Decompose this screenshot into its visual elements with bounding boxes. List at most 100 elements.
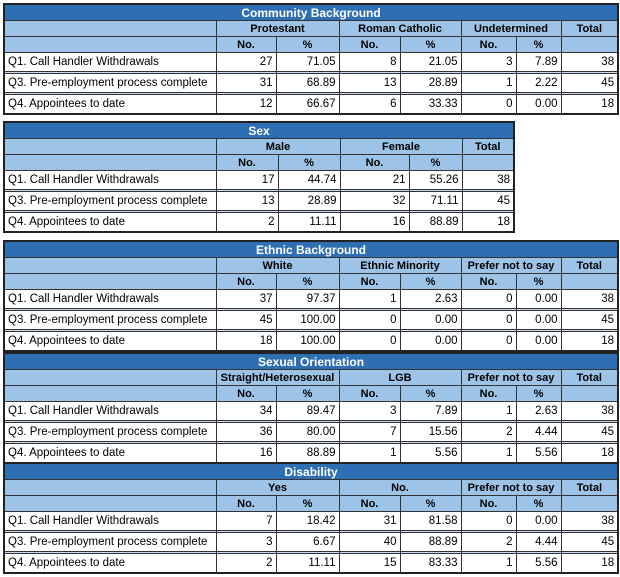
cell-count: 13 [338, 73, 401, 93]
row-label: Q1. Call Handler Withdrawals [3, 170, 217, 190]
cell-percent: 2.63 [399, 289, 462, 309]
cell-count: 0 [460, 511, 517, 531]
table-community-background: Community Background Protestant Roman Cath… [3, 3, 620, 115]
sub-header-pct: % [515, 495, 562, 512]
group-header-row: Male Female Total [3, 138, 515, 155]
table-title: Ethnic Background [3, 240, 619, 258]
table-title-row: Sexual Orientation [3, 352, 619, 370]
cell-count: 1 [460, 73, 517, 93]
cell-percent: 0.00 [515, 511, 562, 531]
group-header: Male [215, 138, 341, 155]
header-blank [3, 36, 217, 53]
header-blank [3, 138, 217, 155]
group-header: Yes [215, 479, 340, 496]
group-header: White [215, 257, 340, 274]
separator-cell [461, 210, 515, 213]
cell-percent: 18.42 [275, 511, 340, 531]
row-label: Q3. Pre-employment process complete [3, 191, 217, 211]
row-label: Q3. Pre-employment process complete [3, 73, 217, 93]
cell-percent: 28.89 [277, 191, 341, 211]
group-header: LGB [338, 369, 462, 386]
row-label: Q1. Call Handler Withdrawals [3, 401, 217, 421]
row-label: Q3. Pre-employment process complete [3, 422, 217, 442]
sub-header-pct: % [515, 273, 562, 290]
row-label: Q1. Call Handler Withdrawals [3, 511, 217, 531]
group-header-row: White Ethnic Minority Prefer not to say Tot… [3, 257, 619, 274]
sub-header-row: No.% No.% No.% [3, 36, 619, 53]
table-title: Community Background [3, 3, 619, 21]
row-label: Q3. Pre-employment process complete [3, 532, 217, 552]
sub-header-no: No. [215, 154, 279, 171]
table-row: Q3. Pre-employment process complete 13 28.… [3, 191, 515, 211]
row-label: Q3. Pre-employment process complete [3, 310, 217, 330]
header-blank [461, 154, 515, 171]
cell-count: 8 [338, 52, 401, 72]
cell-count: 1 [338, 289, 401, 309]
group-header-row: Yes No. Prefer not to say Total [3, 479, 619, 496]
cell-total: 38 [560, 401, 619, 421]
header-blank [560, 36, 619, 53]
cell-percent: 0.00 [399, 331, 462, 352]
sub-header-pct: % [399, 273, 462, 290]
table-title: Disability [3, 462, 619, 480]
cell-percent: 71.05 [275, 52, 340, 72]
group-header: Roman Catholic [338, 20, 462, 37]
cell-percent: 44.74 [277, 170, 341, 190]
cell-count: 1 [460, 443, 517, 464]
group-header: Protestant [215, 20, 340, 37]
cell-total: 18 [560, 331, 619, 352]
cell-total: 38 [461, 170, 515, 190]
table-row: Q3. Pre-employment process complete 36 80.… [3, 422, 619, 442]
sub-header-no: No. [215, 385, 277, 402]
table-sexual-orientation: Sexual Orientation Straight/Heterosexual L… [3, 352, 620, 464]
cell-total: 38 [560, 511, 619, 531]
group-header: Female [339, 138, 463, 155]
total-header: Total [560, 20, 619, 37]
cell-percent: 5.56 [515, 443, 562, 464]
cell-count: 12 [215, 94, 277, 115]
cell-count: 16 [339, 212, 410, 233]
sub-header-pct: % [275, 495, 340, 512]
table-title-row: Ethnic Background [3, 240, 619, 258]
cell-count: 3 [338, 401, 401, 421]
group-header: No. [338, 479, 462, 496]
sub-header-no: No. [460, 36, 517, 53]
cell-percent: 7.89 [515, 52, 562, 72]
cell-count: 21 [339, 170, 410, 190]
row-label: Q1. Call Handler Withdrawals [3, 52, 217, 72]
row-label: Q4. Appointees to date [3, 443, 217, 464]
separator-cell [560, 329, 619, 332]
row-label: Q4. Appointees to date [3, 331, 217, 352]
row-label: Q4. Appointees to date [3, 212, 217, 233]
separator-cell [560, 551, 619, 554]
cell-percent: 89.47 [275, 401, 340, 421]
cell-percent: 5.56 [515, 553, 562, 574]
table-ethnic-background: Ethnic Background White Ethnic Minority Pre… [3, 240, 620, 352]
cell-total: 45 [560, 73, 619, 93]
cell-percent: 21.05 [399, 52, 462, 72]
total-header: Total [560, 369, 619, 386]
cell-percent: 81.58 [399, 511, 462, 531]
cell-count: 2 [460, 422, 517, 442]
cell-percent: 5.56 [399, 443, 462, 464]
cell-percent: 100.00 [275, 310, 340, 330]
group-header: Prefer not to say [460, 369, 562, 386]
group-header-row: Protestant Roman Catholic Undetermined Tota… [3, 20, 619, 37]
cell-total: 45 [560, 422, 619, 442]
table-row: Q4. Appointees to date 2 11.11 15 83.33 1 5.56… [3, 553, 619, 574]
cell-percent: 83.33 [399, 553, 462, 574]
header-blank [3, 273, 217, 290]
cell-percent: 71.11 [408, 191, 463, 211]
cell-percent: 100.00 [275, 331, 340, 352]
cell-count: 16 [215, 443, 277, 464]
table-row: Q3. Pre-employment process complete 45 100… [3, 310, 619, 330]
cell-total: 45 [560, 310, 619, 330]
cell-total: 38 [560, 52, 619, 72]
row-separator [3, 420, 619, 423]
group-header-row: Straight/Heterosexual LGB Prefer not to sa… [3, 369, 619, 386]
cell-percent: 97.37 [275, 289, 340, 309]
sub-header-no: No. [338, 385, 401, 402]
cell-percent: 2.63 [515, 401, 562, 421]
table-disability: Disability Yes No. Prefer not to say Total No… [3, 462, 620, 574]
cell-count: 1 [460, 553, 517, 574]
